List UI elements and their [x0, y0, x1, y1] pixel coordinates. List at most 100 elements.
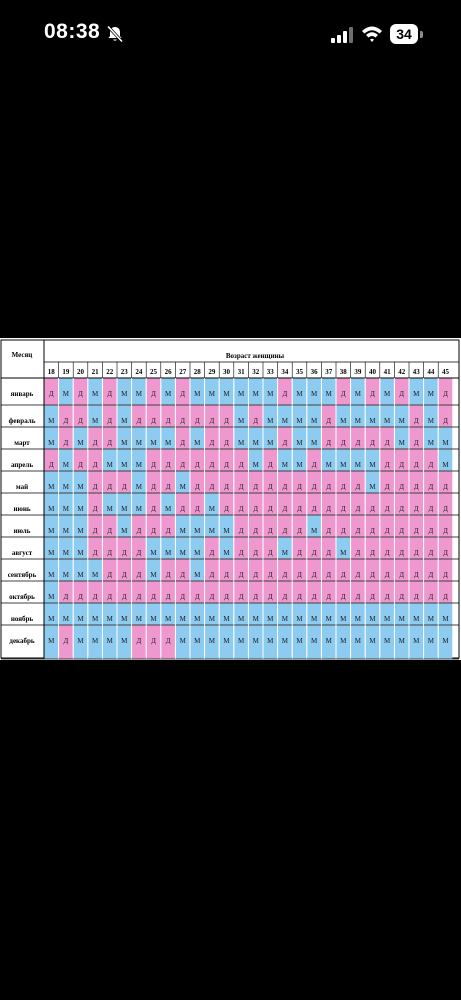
age-label: 41: [384, 368, 392, 376]
cell-label: М: [413, 615, 420, 623]
cell-girl: [117, 471, 132, 493]
cell-label: М: [267, 637, 274, 645]
cell-label: Д: [385, 439, 390, 447]
cell-label: М: [194, 527, 201, 535]
cell-girl: [336, 427, 351, 449]
cell-label: Д: [210, 417, 215, 425]
cell-boy: [307, 625, 321, 659]
cell-girl: [175, 427, 190, 449]
cell-girl: [175, 405, 190, 427]
cell-girl: [263, 559, 278, 581]
cell-label: М: [296, 390, 303, 398]
cell-girl: [351, 581, 365, 603]
cell-girl: [292, 581, 307, 603]
cell-girl: [88, 471, 102, 493]
cell-label: М: [150, 615, 157, 623]
cell-boy: [394, 405, 409, 427]
cell-girl: [278, 378, 292, 405]
cell-boy: [248, 378, 263, 405]
cell-girl: [234, 471, 248, 493]
cell-label: М: [442, 615, 449, 623]
cell-label: Д: [268, 483, 273, 491]
age-label: 38: [340, 368, 348, 376]
cell-label: М: [77, 439, 84, 447]
cell-girl: [102, 515, 117, 537]
cell-boy: [59, 378, 73, 405]
cell-girl: [365, 581, 380, 603]
cell-label: М: [311, 527, 318, 535]
cell-label: М: [253, 615, 260, 623]
cell-girl: [336, 515, 351, 537]
cell-boy: [175, 625, 190, 659]
cell-girl: [205, 449, 219, 471]
cell-boy: [117, 603, 132, 625]
age-label: 20: [77, 368, 85, 376]
cell-girl: [161, 515, 175, 537]
cell-girl: [351, 515, 365, 537]
cell-label: М: [355, 390, 362, 398]
cell-girl: [117, 537, 132, 559]
cell-label: М: [311, 439, 318, 447]
cell-girl: [73, 378, 88, 405]
cell-boy: [146, 559, 161, 581]
cell-label: М: [194, 637, 201, 645]
cell-label: Д: [399, 549, 404, 557]
cell-boy: [234, 378, 248, 405]
cell-boy: [175, 537, 190, 559]
cell-boy: [365, 603, 380, 625]
cell-label: М: [107, 637, 114, 645]
cell-label: Д: [399, 483, 404, 491]
cell-label: Д: [151, 417, 156, 425]
cell-boy: [44, 625, 59, 659]
month-label: апрель: [11, 461, 33, 469]
cell-boy: [278, 603, 292, 625]
cell-label: Д: [195, 593, 200, 601]
cell-label: Д: [137, 571, 142, 579]
cell-girl: [59, 581, 73, 603]
cell-label: Д: [356, 593, 361, 601]
cell-label: Д: [253, 483, 258, 491]
age-label: 37: [325, 368, 333, 376]
cell-boy: [307, 378, 321, 405]
cell-girl: [248, 493, 263, 515]
cell-girl: [424, 559, 438, 581]
cell-label: Д: [224, 417, 229, 425]
cell-label: Д: [93, 593, 98, 601]
cell-girl: [278, 471, 292, 493]
cell-girl: [132, 537, 146, 559]
cell-girl: [248, 559, 263, 581]
cell-label: М: [48, 549, 55, 557]
cell-boy: [438, 449, 453, 471]
cell-boy: [292, 405, 307, 427]
cell-label: М: [150, 549, 157, 557]
cell-label: Д: [122, 571, 127, 579]
cell-label: Д: [283, 505, 288, 513]
cell-label: М: [150, 571, 157, 579]
cell-label: Д: [297, 571, 302, 579]
battery-icon: 34: [390, 24, 424, 44]
battery-tip: [420, 31, 423, 38]
cell-label: Д: [93, 549, 98, 557]
cell-label: М: [296, 417, 303, 425]
cell-boy: [190, 378, 205, 405]
cell-label: М: [355, 615, 362, 623]
cell-label: Д: [107, 593, 112, 601]
cell-boy: [292, 449, 307, 471]
cell-girl: [351, 537, 365, 559]
status-bar: 08:38 34: [0, 0, 461, 70]
cell-label: М: [209, 390, 216, 398]
cell-label: М: [180, 549, 187, 557]
cell-boy: [73, 515, 88, 537]
cell-boy: [88, 378, 102, 405]
cell-label: М: [48, 615, 55, 623]
cell-label: М: [442, 461, 449, 469]
cell-girl: [380, 581, 394, 603]
cell-label: М: [311, 390, 318, 398]
cell-girl: [161, 581, 175, 603]
cell-girl: [307, 537, 321, 559]
cell-boy: [59, 471, 73, 493]
cell-boy: [132, 603, 146, 625]
age-label: 33: [267, 368, 275, 376]
cell-girl: [219, 449, 234, 471]
cell-label: М: [165, 390, 172, 398]
